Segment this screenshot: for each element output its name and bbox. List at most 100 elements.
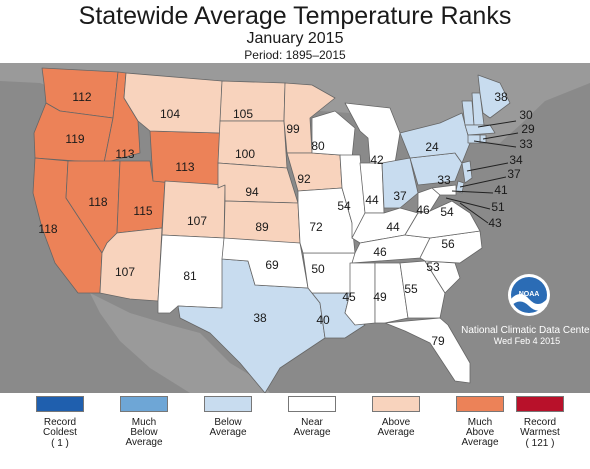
rank-label-id: 113 <box>115 147 134 161</box>
state-co <box>161 180 226 239</box>
state-md <box>431 184 457 196</box>
us-temperature-rank-map: 112 119 118 113 118 115 113 107 104 107 105 100 94 89… <box>0 63 590 393</box>
state-ny <box>399 112 471 164</box>
map-title: Statewide Average Temperature Ranks <box>78 2 512 30</box>
rank-label-nd: 105 <box>233 107 253 121</box>
state-al <box>374 262 409 324</box>
rank-label-nj: 34 <box>509 153 523 167</box>
rank-label-tx: 38 <box>253 311 267 325</box>
legend-label-line: Much <box>131 417 157 428</box>
legend-swatch <box>120 396 168 412</box>
legend-label-line: Average <box>209 427 247 438</box>
rank-label-ar: 50 <box>311 262 325 276</box>
rank-label-ia: 92 <box>297 172 311 186</box>
legend-label-line: Average <box>461 437 499 448</box>
rank-label-fl: 79 <box>431 334 445 348</box>
noaa-logo-text: NOAA <box>519 291 540 298</box>
rank-label-nm: 81 <box>183 269 197 283</box>
rank-label-il: 54 <box>337 199 351 213</box>
legend-label: Record Coldest <box>20 418 100 438</box>
legend-label-line: Record <box>523 417 557 428</box>
map-subtitle: January 2015 <box>246 30 344 47</box>
rank-label-de: 37 <box>507 167 521 181</box>
rank-label-ky: 44 <box>386 220 400 234</box>
legend-label-line: Average <box>377 427 415 438</box>
legend-count: ( 121 ) <box>525 438 555 449</box>
rank-label-mt: 104 <box>160 107 180 121</box>
legend-swatch <box>372 396 420 412</box>
rank-label-al: 49 <box>373 290 387 304</box>
rank-label-ri: 29 <box>521 122 535 136</box>
legend-label-line: Above <box>465 427 495 438</box>
rank-label-in: 44 <box>365 193 379 207</box>
state-wv <box>417 187 441 214</box>
rank-label-ga: 55 <box>404 282 418 296</box>
legend-label-line: Above <box>381 417 411 428</box>
legend-label-line: Near <box>301 417 323 428</box>
legend-label-line: Average <box>293 427 331 438</box>
rank-label-la: 40 <box>316 313 330 327</box>
rank-label-va-coast: 43 <box>488 216 502 230</box>
rank-label-me: 38 <box>494 90 508 104</box>
leader-line-dc <box>445 197 491 210</box>
rank-label-ut: 115 <box>133 204 152 218</box>
legend-label-line: Below <box>214 417 242 428</box>
legend-swatch <box>204 396 252 412</box>
rank-label-nv: 118 <box>88 195 107 209</box>
credit-org: National Climatic Data Center <box>461 325 590 336</box>
leader-line-nj <box>466 162 509 172</box>
rank-label-va: 54 <box>440 205 454 219</box>
rank-label-wi: 80 <box>311 139 325 153</box>
rank-label-co: 107 <box>187 214 207 228</box>
legend-label-line: Record <box>43 417 77 428</box>
state-nj <box>461 160 473 184</box>
rank-label-ma: 30 <box>519 108 533 122</box>
legend-item-much-below: Much Below Average <box>104 396 184 448</box>
mexico-land <box>90 293 270 393</box>
legend-count: ( 1 ) <box>51 438 69 449</box>
rank-label-mn: 99 <box>286 122 300 136</box>
state-ma <box>464 124 496 136</box>
legend-label-line: Coldest <box>43 427 77 438</box>
leader-line-md <box>451 190 494 194</box>
rank-label-az: 107 <box>115 265 135 279</box>
legend: Record Coldest( 1 ) Much Below Average Below A… <box>0 396 590 469</box>
leader-line-ct <box>473 140 517 148</box>
legend-label-line: Much <box>467 417 493 428</box>
noaa-logo: NOAA <box>508 274 550 316</box>
rank-label-ok: 69 <box>265 258 279 272</box>
leader-line-ma <box>477 120 517 128</box>
legend-item-much-above: Much Above Average <box>440 396 520 448</box>
rank-label-mi: 42 <box>370 153 384 167</box>
rank-label-dc: 51 <box>491 200 505 214</box>
legend-label: Above Average <box>356 418 436 438</box>
rank-label-sc: 53 <box>426 260 440 274</box>
legend-item-above: Above Average <box>356 396 436 438</box>
state-fl <box>384 317 471 384</box>
legend-label-line: Average <box>125 437 163 448</box>
rank-label-sd: 100 <box>235 147 255 161</box>
rank-label-ne: 94 <box>245 185 259 199</box>
rank-label-mo: 72 <box>309 220 323 234</box>
rank-label-wy: 113 <box>175 160 194 174</box>
legend-label: Below Average <box>188 418 268 438</box>
state-mn <box>283 82 336 154</box>
legend-label: Much Below Average <box>104 418 184 448</box>
legend-label: Much Above Average <box>440 418 520 448</box>
legend-item-below: Below Average <box>188 396 268 438</box>
legend-swatch <box>516 396 564 412</box>
legend-label-line: Warmest <box>520 427 560 438</box>
rank-label-ks: 89 <box>255 220 269 234</box>
leader-line-va-coast <box>459 202 489 224</box>
state-oh <box>381 157 419 209</box>
rank-label-ny: 24 <box>425 140 439 154</box>
rank-label-ca: 118 <box>38 222 57 236</box>
legend-swatch <box>36 396 84 412</box>
rank-label-md: 41 <box>494 183 508 197</box>
rank-label-ct: 33 <box>519 137 533 151</box>
legend-swatch <box>288 396 336 412</box>
rank-label-wv: 46 <box>416 203 430 217</box>
credit-date: Wed Feb 4 2015 <box>494 336 560 346</box>
rank-label-ms: 45 <box>342 290 356 304</box>
legend-item-record-warmest: Record Warmest( 121 ) <box>500 396 580 449</box>
